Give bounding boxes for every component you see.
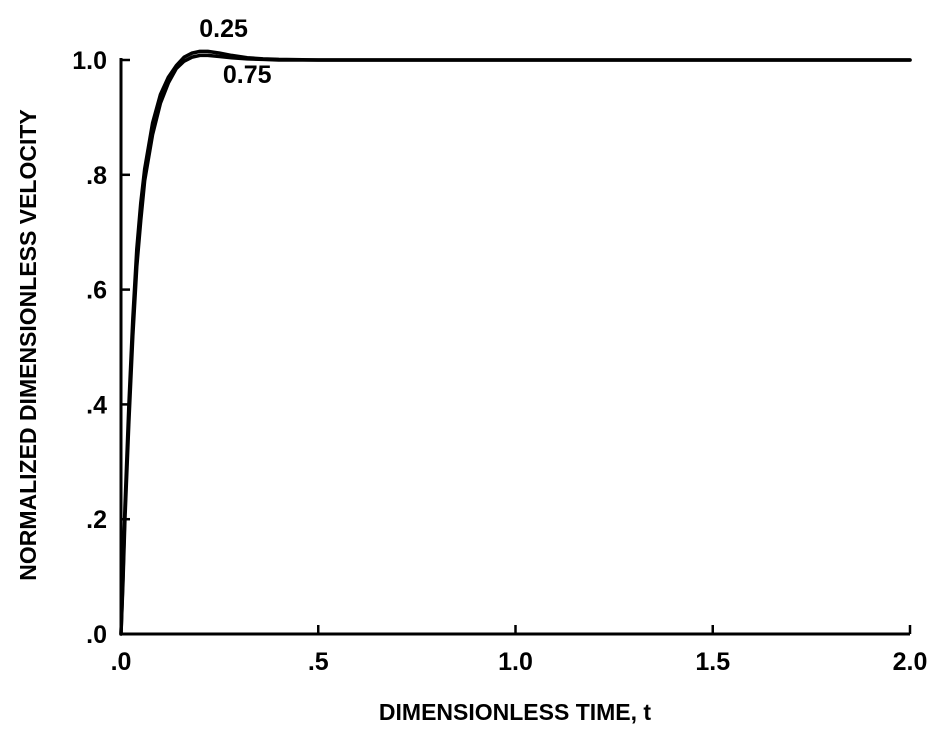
x-tick-label: .0 <box>111 648 132 676</box>
x-tick-label: 2.0 <box>893 648 928 676</box>
series-layer <box>119 49 912 636</box>
y-tick-label: .4 <box>86 391 107 419</box>
y-tick-label: .6 <box>86 277 107 305</box>
y-tick-label: .2 <box>86 506 107 534</box>
curve-annotation-1: 0.25 <box>199 15 248 43</box>
y-tick-label: .0 <box>86 621 107 649</box>
x-tick-label: .5 <box>308 648 329 676</box>
curve-annotation-2: 0.75 <box>223 61 272 89</box>
series-line-2 <box>119 53 912 636</box>
series-line-1 <box>119 49 912 636</box>
y-ticks: .0 .2 .4 .6 .8 1.0 <box>72 47 130 649</box>
annotation-layer: 0.25 0.75 <box>199 15 271 89</box>
x-axis-title: DIMENSIONLESS TIME, t <box>379 699 652 725</box>
x-tick-label: 1.5 <box>695 648 730 676</box>
x-ticks: .0 .5 1.0 1.5 2.0 <box>111 625 928 676</box>
y-axis-title: NORMALIZED DIMENSIONLESS VELOCITY <box>15 109 41 581</box>
plot-frame <box>119 58 910 636</box>
x-tick-label: 1.0 <box>498 648 533 676</box>
y-tick-label: 1.0 <box>72 47 107 75</box>
y-tick-label: .8 <box>86 162 107 190</box>
